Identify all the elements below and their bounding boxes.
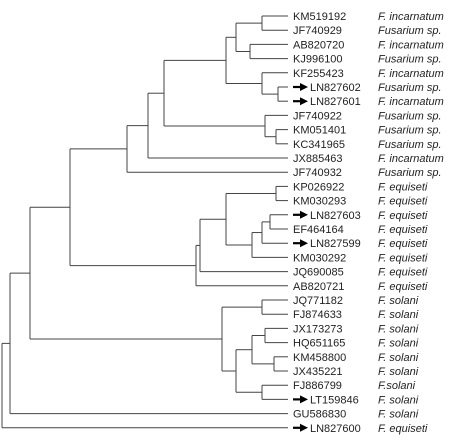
taxon-species: F. solani — [378, 309, 419, 321]
taxon-accession: KM030293 — [293, 196, 346, 208]
taxon-accession: LN827603 — [310, 210, 361, 222]
taxon-accession: JF740922 — [293, 110, 342, 122]
taxon-accession: KM051401 — [293, 125, 346, 137]
taxon-accession: JX173273 — [293, 323, 343, 335]
taxon-labels: KM519192 F. incarnatum JF740929 Fusarium sp… — [293, 11, 444, 435]
taxon-accession: JF740929 — [293, 25, 342, 37]
taxon-species: F. incarnatum — [378, 153, 444, 165]
taxon-accession: HQ651165 — [293, 338, 345, 350]
taxon-species: Fusarium sp. — [378, 167, 442, 179]
taxon-accession: JQ771182 — [293, 295, 343, 307]
taxon-species: Fusarium sp. — [378, 125, 442, 137]
taxon-species: Fusarium sp. — [378, 25, 442, 37]
taxon-species: Fusarium sp. — [378, 82, 442, 94]
right-arrow-icon — [293, 83, 308, 91]
taxon-species: F. equiseti — [378, 181, 428, 193]
taxon-species: F. solani — [378, 295, 419, 307]
taxon-accession: KM030292 — [293, 252, 346, 264]
taxon-accession: FJ886799 — [293, 380, 342, 392]
taxon-accession: LN827601 — [310, 96, 361, 108]
taxon-species: F. solani — [378, 338, 419, 350]
taxon-accession: KF255423 — [293, 68, 344, 80]
taxon-species: Fusarium sp. — [378, 110, 442, 122]
right-arrow-icon — [293, 239, 308, 248]
taxon-accession: JX885463 — [293, 153, 343, 165]
taxon-accession: KM519192 — [293, 11, 346, 23]
taxon-species: F.solani — [378, 380, 416, 392]
taxon-accession: KP026922 — [293, 181, 344, 193]
taxon-species: F. incarnatum — [378, 39, 444, 51]
right-arrow-icon — [293, 97, 308, 106]
right-arrow-icon — [293, 423, 308, 432]
taxon-species: F. equiseti — [378, 281, 428, 293]
taxon-accession: LN827600 — [310, 423, 361, 435]
taxon-species: F. incarnatum — [378, 11, 444, 23]
taxon-species: F. equiseti — [378, 423, 428, 435]
taxon-species: Fusarium sp. — [378, 54, 442, 66]
taxon-accession: LT159846 — [310, 394, 359, 406]
taxon-species: F. equiseti — [378, 196, 428, 208]
taxon-species: F. solani — [378, 323, 419, 335]
taxon-accession: JF740932 — [293, 167, 342, 179]
taxon-species: F. equiseti — [378, 224, 428, 236]
taxon-accession: KJ996100 — [293, 54, 343, 66]
taxon-accession: JX435221 — [293, 366, 343, 378]
taxon-species: F. solani — [378, 409, 419, 421]
right-arrow-icon — [293, 210, 308, 219]
taxon-species: F. equiseti — [378, 267, 428, 279]
taxon-accession: KM458800 — [293, 352, 346, 364]
taxon-accession: LN827599 — [310, 238, 361, 250]
taxon-accession: LN827602 — [310, 82, 361, 94]
taxon-species: F. equiseti — [378, 252, 428, 264]
taxon-accession: GU586830 — [293, 409, 346, 421]
taxon-species: Fusarium sp. — [378, 139, 442, 151]
taxon-species: F. incarnatum — [378, 68, 444, 80]
taxon-accession: EF464164 — [293, 224, 344, 236]
taxon-accession: KC341965 — [293, 139, 345, 151]
taxon-accession: JQ690085 — [293, 267, 344, 279]
taxon-species: F. solani — [378, 394, 419, 406]
taxon-species: F. solani — [378, 366, 419, 378]
taxon-species: F. equiseti — [378, 210, 428, 222]
taxon-accession: AB820720 — [293, 39, 344, 51]
tree-branches — [1, 15, 288, 429]
taxon-species: F. solani — [378, 352, 419, 364]
taxon-species: F. incarnatum — [378, 96, 444, 108]
taxon-species: F. equiseti — [378, 238, 428, 250]
taxon-accession: AB820721 — [293, 281, 344, 293]
right-arrow-icon — [293, 395, 308, 404]
taxon-accession: FJ874633 — [293, 309, 342, 321]
